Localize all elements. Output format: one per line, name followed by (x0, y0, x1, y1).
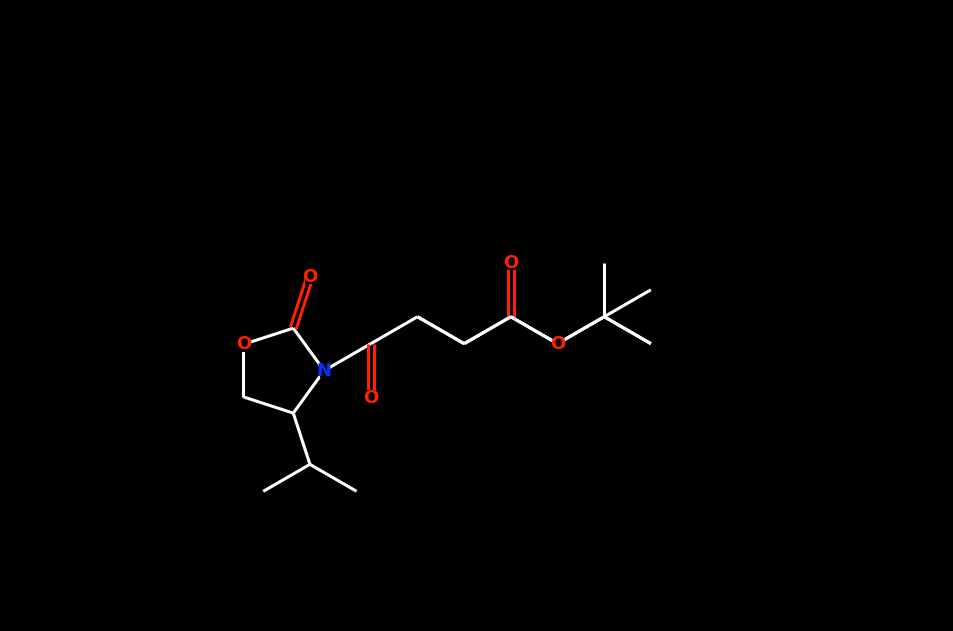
Bar (366, 391, 375, 405)
Bar (319, 363, 329, 378)
Bar (238, 337, 248, 351)
Text: O: O (363, 389, 378, 406)
Text: N: N (316, 362, 332, 380)
Bar (553, 336, 561, 351)
Text: O: O (302, 268, 317, 286)
Bar (305, 269, 314, 284)
Text: O: O (235, 336, 251, 353)
Text: O: O (503, 254, 517, 272)
Text: O: O (549, 334, 564, 353)
Bar (506, 256, 515, 270)
